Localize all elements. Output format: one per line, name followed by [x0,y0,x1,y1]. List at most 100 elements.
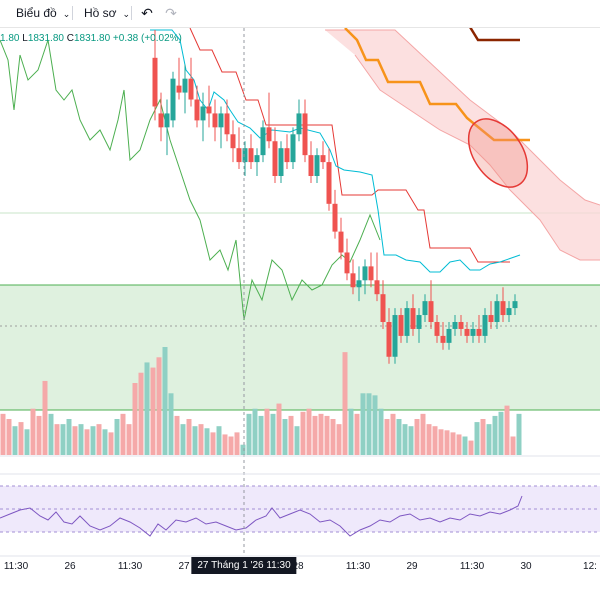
candle-body [164,113,170,128]
volume-bar [276,403,282,455]
volume-bar [372,395,378,455]
volume-bar [426,424,432,455]
volume-bar [210,432,216,455]
volume-bar [114,419,120,455]
volume-bar [156,357,162,455]
kijun-line [189,27,510,263]
volume-bar [438,429,444,455]
volume-bar [78,424,84,455]
candle-body [152,57,158,107]
candle-body [470,328,476,336]
crosshair-time-label: 27 Tháng 1 '26 11:30 [191,557,297,574]
candle-body [248,148,254,163]
volume-bar [84,429,90,455]
candle-body [386,322,392,357]
volume-bar [468,440,474,455]
legend-low-value: 1831.80 [27,33,64,44]
volume-bar [504,405,510,455]
candle-body [446,328,452,343]
candle-body [176,85,182,93]
legend-low-label: L [22,33,28,44]
volume-bar [66,419,72,455]
candle-body [242,148,248,163]
volume-bar [324,415,330,455]
volume-bar [120,413,126,455]
candle-body [362,266,368,281]
volume-bar [198,424,204,455]
candle-body [188,78,194,100]
candle-body [212,113,218,128]
volume-bar [270,413,276,455]
volume-bar [408,426,414,455]
candle-body [170,78,176,121]
volume-bar [390,413,396,455]
x-tick-label: 11:30 [117,561,143,572]
volume-bar [312,415,318,455]
volume-bar [240,444,246,455]
volume-bar [204,428,210,455]
volume-bar [264,408,270,455]
toolbar-divider [72,6,73,20]
volume-bar [192,426,198,455]
volume-bar [54,424,60,455]
candle-body [332,203,338,232]
volume-bar [0,413,6,455]
candle-body [206,106,212,114]
candle-body [302,113,308,156]
redo-icon[interactable]: ↷ [165,5,177,21]
volume-bar [432,426,438,455]
volume-bar [414,419,420,455]
volume-bar [354,413,360,455]
candle-body [344,252,350,274]
x-tick-label: 29 [406,561,418,572]
volume-bar [234,432,240,455]
volume-bar [288,415,294,455]
volume-bar [144,362,150,455]
candle-body [494,301,500,322]
candle-body [416,315,422,329]
volume-bar [30,408,36,455]
legend-open-value: 1.80 [0,33,20,44]
legend-change: +0.38 (+0.02%) [112,33,182,44]
candle-body [290,134,296,163]
volume-bar [330,419,336,455]
candle-body [476,328,482,336]
volume-bar [12,426,18,455]
candle-body [254,155,260,163]
profile-menu-button[interactable]: Hồ sơ ⌄ [78,3,136,23]
x-tick-label: 12: [583,561,597,572]
volume-bar [222,434,228,455]
candle-body [338,231,344,253]
volume-bar [102,429,108,455]
candle-body [464,328,470,336]
candle-body [284,148,290,163]
volume-bar [258,415,264,455]
volume-bar [216,426,222,455]
candle-body [356,280,362,288]
volume-bar [90,426,96,455]
candle-body [230,134,236,149]
candle-body [482,315,488,336]
candle-body [278,148,284,176]
volume-bar [402,424,408,455]
candle-body [260,127,266,156]
candle-body [398,315,404,336]
brown-line [468,26,520,42]
candle-body [350,273,356,288]
volume-bar [138,372,144,455]
candle-body [308,155,314,176]
candle-body [452,322,458,329]
candle-body [200,106,206,121]
volume-bar [72,426,78,455]
volume-bar [24,429,30,455]
candle-body [422,301,428,316]
volume-bar [132,383,138,455]
volume-bar [282,419,288,455]
volume-bar [450,432,456,455]
chart-menu-button[interactable]: Biểu đồ ⌄ [10,3,76,23]
volume-bar [168,393,174,455]
x-tick-label: 27 [178,561,190,572]
undo-icon[interactable]: ↶ [141,5,153,21]
volume-bar [246,413,252,455]
